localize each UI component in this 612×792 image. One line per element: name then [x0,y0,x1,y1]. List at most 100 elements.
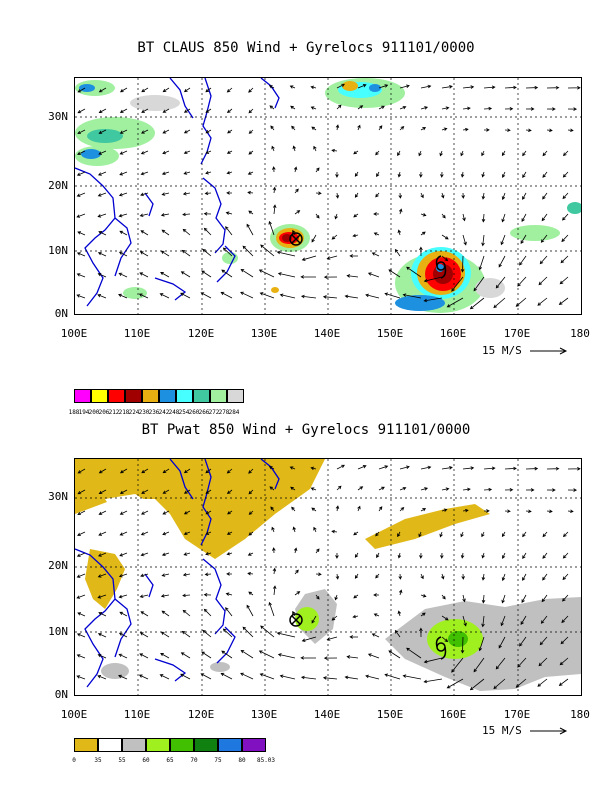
wind-vector [357,105,364,110]
wind-vector [539,636,548,646]
wind-vector [504,128,511,132]
wind-vector [504,85,517,90]
wind-vector [331,234,338,240]
wind-vector [483,106,493,111]
wind-vector [98,150,107,155]
wind-vector [334,594,338,601]
wind-vector [277,653,296,659]
wind-vector [162,108,170,113]
wind-vector [139,213,149,218]
wind-vector [522,531,527,538]
wind-vector [76,273,86,278]
wind-vector [205,171,212,175]
wind-vector [501,594,506,604]
wind-vector [225,211,233,215]
wind-vector [504,466,517,471]
wind-vector [161,552,170,557]
wind-vector [76,171,86,176]
wind-vector [311,126,317,131]
wind-vector [119,468,128,474]
panel2-colorbar-label: 85.03 [256,757,276,764]
wind-vector [247,171,254,175]
wind-vector [247,571,254,576]
wind-vector [246,223,254,236]
wind-vector [420,594,427,598]
wind-vector [397,531,401,538]
wind-vector [546,128,553,133]
wind-vector [538,657,548,667]
wind-vector [226,468,233,474]
wind-vector [498,636,506,649]
wind-vector [336,104,342,110]
wind-vector [462,466,475,470]
wind-vector [77,231,86,236]
wind-vector [541,213,548,222]
wind-vector [97,273,107,278]
wind-vector [160,213,170,217]
wind-vector [462,615,467,627]
wind-vector [227,129,233,134]
wind-vector [335,552,339,559]
wind-vector [77,129,86,135]
wind-vector [248,129,254,134]
wind-vector [119,611,128,617]
wind-vector [473,276,485,292]
wind-vector [562,552,569,559]
wind-vector [460,150,464,157]
wind-vector [139,272,149,278]
wind-vector [378,125,383,131]
wind-vector [501,531,506,538]
wind-vector [161,192,170,196]
panel1-colorbar-labels: 188 194 200 206 212 218 224 230 236 242 … [69,392,274,416]
wind-vector [138,293,149,299]
wind-vector [420,487,429,491]
wind-vector [311,615,317,624]
wind-vector [323,656,338,660]
panel1-colorbar-label: 212 [108,409,120,416]
panel1-lon-label: 170E [503,327,531,340]
wind-vector [397,150,401,157]
wind-vector [141,510,149,515]
wind-vector [180,673,191,680]
wind-vector [260,625,275,638]
panel1-lon-label: 100E [60,327,88,340]
wind-vector [140,171,149,176]
panel1-lon-label: 140E [313,327,341,340]
wind-vector [519,255,527,266]
wind-vector [247,190,254,195]
wind-vector [423,657,443,664]
wind-vector [162,531,170,536]
wind-vector [335,505,340,512]
wind-vector [541,594,548,603]
wind-vector [420,465,432,470]
wind-vector [290,486,296,491]
wind-vector [226,87,233,93]
wind-vector [540,615,548,624]
wind-vector [97,654,107,659]
wind-vector [495,276,506,289]
panel1-colorbar-swatch [108,389,125,403]
wind-vector [402,674,422,680]
panel2-wind-vectors [76,464,581,691]
wind-vector [562,573,569,581]
wind-vector [323,275,338,279]
wind-vector [246,604,254,617]
wind-vector [315,548,320,554]
wind-vector [378,84,389,89]
wind-vector [226,572,233,576]
panel1-wind-vectors [76,83,581,310]
wind-vector [446,678,464,689]
wind-vector [522,573,527,581]
wind-vector [418,531,422,538]
wind-vector [119,108,128,113]
wind-vector [538,276,548,286]
wind-vector [542,150,548,157]
wind-vector [205,129,212,134]
wind-vector [226,108,233,114]
panel1-gridlines [75,78,581,314]
wind-vector [537,297,548,306]
wind-vector [260,244,275,257]
wind-vector [335,192,340,199]
wind-vector [501,552,506,559]
wind-vector [294,591,301,596]
